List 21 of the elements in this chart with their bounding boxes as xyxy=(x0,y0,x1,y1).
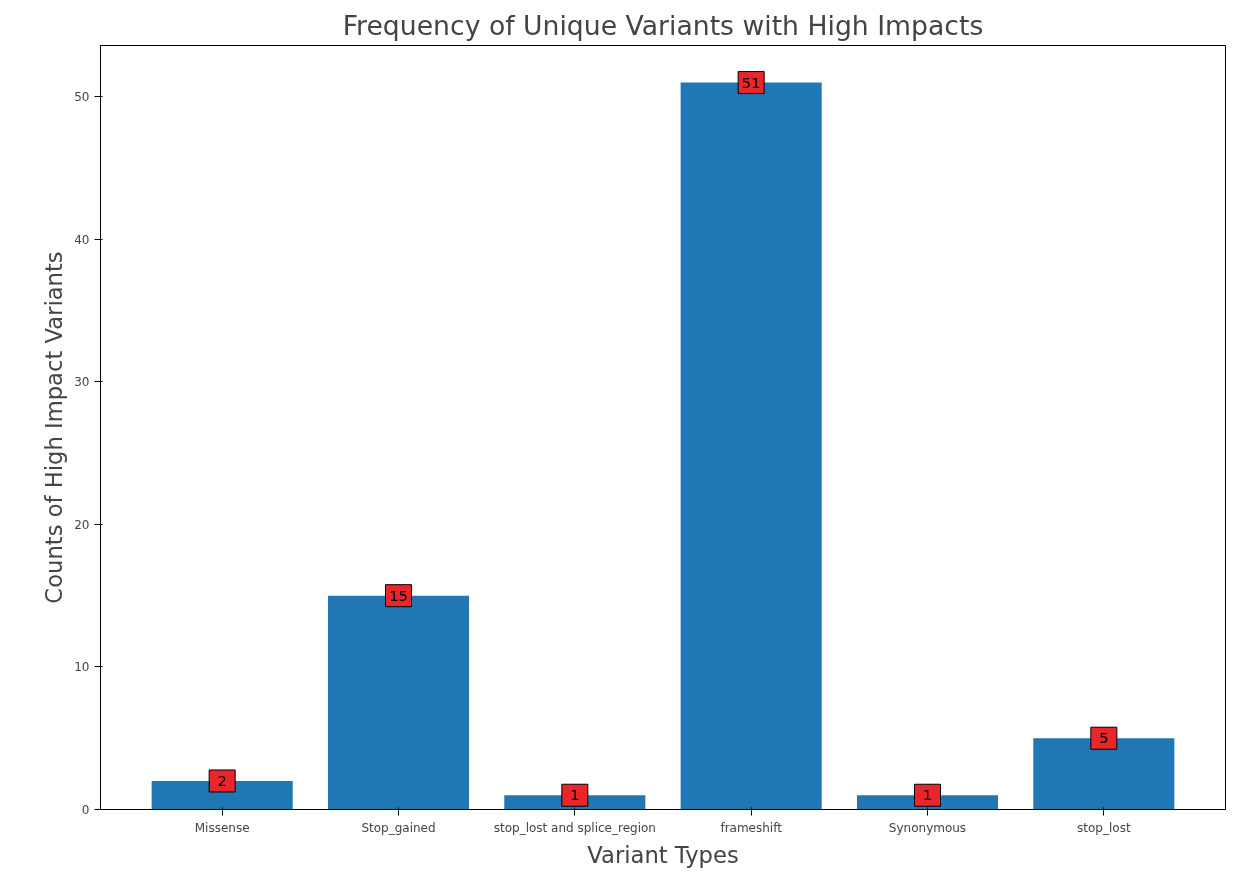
x-tick-label: frameshift xyxy=(720,820,783,835)
data-label: 51 xyxy=(741,73,761,91)
y-tick-label: 40 xyxy=(74,232,90,247)
x-tick-label: Stop_gained xyxy=(361,820,436,835)
data-label: 2 xyxy=(217,771,227,789)
chart-title: Frequency of Unique Variants with High Impacts xyxy=(342,9,984,41)
y-tick-label: 0 xyxy=(81,803,90,817)
x-tick-label: Synonymous xyxy=(888,820,967,835)
y-tick-label: 50 xyxy=(74,90,90,105)
data-label: 5 xyxy=(1099,729,1109,747)
x-tick-label: stop_lost xyxy=(1077,820,1131,835)
y-tick-label: 30 xyxy=(74,375,90,390)
y-tick-label: 20 xyxy=(74,517,90,532)
data-label: 1 xyxy=(570,786,580,804)
data-label: 15 xyxy=(389,586,408,604)
x-tick-label: Missense xyxy=(194,820,250,835)
x-tick-label: stop_lost and splice_region xyxy=(493,820,656,835)
y-tick-label: 10 xyxy=(74,660,90,675)
x-axis-title: Variant Types xyxy=(587,841,739,868)
y-axis-title: Counts of High Impact Variants xyxy=(41,251,68,604)
data-label: 1 xyxy=(922,786,933,804)
